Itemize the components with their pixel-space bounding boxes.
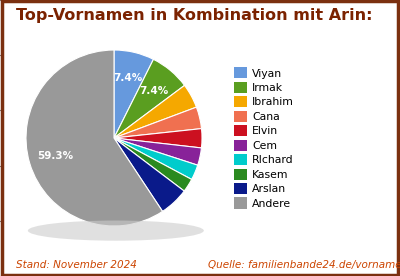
Text: 7.4%: 7.4% xyxy=(114,73,143,83)
Text: Top-Vornamen in Kombination mit Arin:: Top-Vornamen in Kombination mit Arin: xyxy=(16,8,372,23)
Text: Stand: November 2024: Stand: November 2024 xyxy=(16,261,137,270)
Wedge shape xyxy=(114,138,202,165)
Wedge shape xyxy=(114,138,192,191)
Wedge shape xyxy=(114,138,198,179)
Ellipse shape xyxy=(28,221,204,241)
Wedge shape xyxy=(114,107,202,138)
Text: 59.3%: 59.3% xyxy=(37,151,73,161)
Text: 7.4%: 7.4% xyxy=(139,86,168,96)
Text: Quelle: familienbande24.de/vornamen/: Quelle: familienbande24.de/vornamen/ xyxy=(208,261,400,270)
Wedge shape xyxy=(114,50,154,138)
Wedge shape xyxy=(114,59,184,138)
Wedge shape xyxy=(114,129,202,148)
Legend: Viyan, Irmak, Ibrahim, Cana, Elvin, Cem, RIchard, Kasem, Arslan, Andere: Viyan, Irmak, Ibrahim, Cana, Elvin, Cem,… xyxy=(234,67,294,209)
Wedge shape xyxy=(114,85,196,138)
Wedge shape xyxy=(26,50,162,226)
Wedge shape xyxy=(114,138,184,211)
